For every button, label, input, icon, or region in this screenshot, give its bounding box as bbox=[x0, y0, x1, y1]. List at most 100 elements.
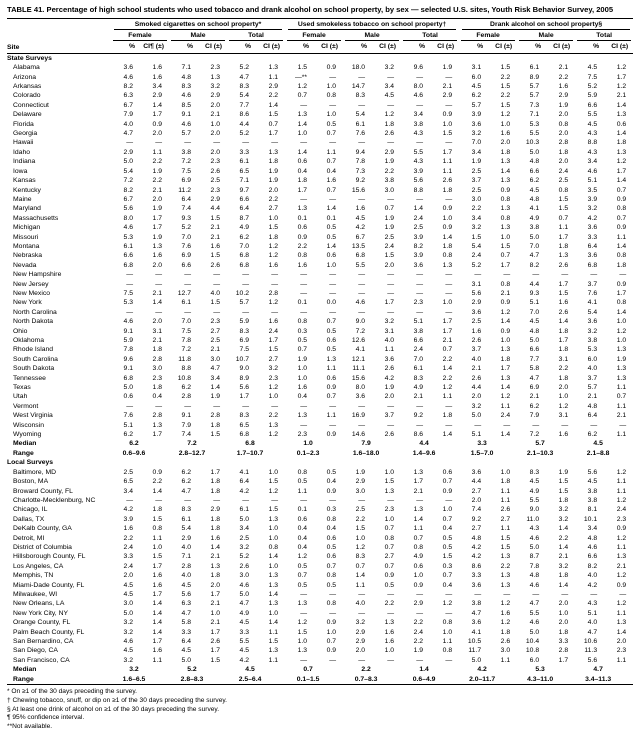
value-cell: 1.7 bbox=[442, 327, 453, 335]
value-cell: 6.9 bbox=[181, 252, 191, 260]
value-cell: 3.4 bbox=[239, 525, 249, 533]
value-cell: 0.8 bbox=[326, 515, 337, 523]
value-cell: 0.5 bbox=[442, 543, 453, 551]
value-cell: 1.6 bbox=[558, 83, 569, 91]
footnotes: * On ≥1 of the 30 days preceding the sur… bbox=[7, 688, 633, 732]
sex-header: Total bbox=[401, 30, 459, 42]
value-cell: 0.6 bbox=[326, 252, 337, 260]
value-cell: 5.2 bbox=[239, 130, 249, 138]
summary-cell: 6.8 bbox=[245, 440, 255, 448]
value-cell: 0.9 bbox=[442, 224, 453, 232]
value-cell: 0.5 bbox=[326, 233, 337, 241]
value-cell: 0.7 bbox=[326, 393, 337, 401]
median-row: Median 3.2 5.2 4.5 0.7 2.2 1.4 4.2 5.3 4.7 bbox=[7, 665, 633, 674]
value-cell: 1.0 bbox=[442, 299, 453, 307]
value-cell: 1.2 bbox=[268, 299, 279, 307]
value-cell: 1.7 bbox=[616, 73, 627, 81]
value-cell: 1.0 bbox=[616, 318, 627, 326]
value-cell: 4.0 bbox=[384, 337, 395, 344]
value-cell: 9.2 bbox=[413, 412, 424, 420]
value-cell: 1.8 bbox=[500, 478, 511, 486]
value-cell: 1.1 bbox=[152, 534, 162, 542]
value-cell: 4.7 bbox=[123, 130, 133, 138]
table-row: Tennessee 6.8 2.3 10.8 3.4 8.9 2.3 1.0 0.6 15.6 4.… bbox=[7, 374, 633, 383]
value-cell: 5.5 bbox=[413, 148, 424, 156]
value-cell: 4.7 bbox=[181, 609, 191, 617]
value-cell: 3.6 bbox=[471, 120, 482, 128]
value-cell: 1.3 bbox=[500, 374, 511, 382]
value-cell: 2.2 bbox=[268, 412, 279, 420]
summary-cell: 3.2 bbox=[129, 666, 139, 674]
value-cell: 1.8 bbox=[558, 572, 569, 580]
value-cell: — bbox=[503, 590, 511, 598]
sex-header: Male bbox=[343, 30, 401, 42]
value-cell: 4.1 bbox=[529, 205, 540, 213]
value-cell: 7.5 bbox=[181, 327, 191, 335]
value-cell: 5.8 bbox=[529, 365, 540, 373]
table-row: Maryland 5.6 1.9 7.4 4.4 6.4 2.7 1.3 1.4 1.6 0.7 1.… bbox=[7, 204, 633, 213]
value-cell: 1.4 bbox=[152, 600, 162, 608]
value-cell: 1.8 bbox=[558, 374, 569, 382]
table-row: San Francisco, CA 3.2 1.1 5.0 1.5 4.2 1.1 — — — — —… bbox=[7, 656, 633, 665]
value-cell: 11.3 bbox=[584, 647, 598, 655]
value-cell: 8.6 bbox=[239, 111, 249, 119]
value-cell: 2.6 bbox=[384, 365, 395, 373]
value-cell: 1.2 bbox=[616, 83, 627, 91]
summary-cell: 2.0–11.7 bbox=[469, 675, 496, 683]
summary-cell: 4.4 bbox=[419, 440, 429, 448]
table-row: North Carolina — — — — — — — — — — — — 3.6 1.2 7.0 2.6 5.… bbox=[7, 308, 633, 317]
value-cell: 1.7 bbox=[442, 318, 453, 326]
table-row: Milwaukee, WI 4.5 1.7 5.6 1.7 5.0 1.4 — — — — — — — — —… bbox=[7, 590, 633, 599]
site-name: Detroit, MI bbox=[13, 534, 45, 542]
value-cell: 2.2 bbox=[297, 242, 308, 250]
value-cell: 0.7 bbox=[413, 534, 424, 542]
table-row: Rhode Island 7.8 1.8 7.2 2.1 7.5 1.5 0.7 0.5 4.1 1… bbox=[7, 345, 633, 354]
value-cell: 0.8 bbox=[297, 252, 308, 260]
value-cell: 1.9 bbox=[152, 233, 162, 241]
value-cell: 2.5 bbox=[123, 468, 133, 476]
value-cell: 4.2 bbox=[587, 214, 598, 222]
value-cell: 5.0 bbox=[239, 515, 249, 523]
value-cell: 5.7 bbox=[239, 299, 249, 307]
value-cell: 3.0 bbox=[471, 195, 482, 203]
value-cell: 8.3 bbox=[239, 327, 249, 335]
value-cell: — bbox=[387, 308, 395, 316]
value-cell: 0.7 bbox=[297, 572, 308, 580]
site-name: New York bbox=[13, 299, 42, 307]
value-cell: — bbox=[358, 195, 366, 203]
value-cell: 2.9 bbox=[355, 478, 366, 486]
value-cell: 5.3 bbox=[587, 346, 598, 354]
site-name: Miami-Dade County, FL bbox=[13, 581, 85, 589]
value-cell: 5.9 bbox=[587, 92, 598, 100]
value-cell: 1.2 bbox=[616, 572, 627, 580]
value-cell: 3.0 bbox=[355, 487, 366, 495]
value-cell: 3.4 bbox=[210, 374, 220, 382]
value-cell: 1.1 bbox=[616, 233, 627, 241]
value-cell: 1.0 bbox=[384, 515, 395, 523]
value-cell: 15.6 bbox=[351, 374, 366, 382]
value-cell: 2.8 bbox=[181, 562, 191, 570]
table-row: Michigan 4.6 1.7 5.2 2.1 4.9 1.5 0.6 0.5 4.2 1.9 2.… bbox=[7, 223, 633, 232]
value-cell: 6.6 bbox=[587, 101, 598, 109]
value-cell: 4.2 bbox=[355, 224, 366, 232]
value-cell: 2.2 bbox=[558, 534, 569, 542]
value-cell: 2.0 bbox=[558, 384, 569, 392]
value-cell: 2.1 bbox=[210, 346, 220, 354]
table-row: Texas 5.0 1.8 6.2 1.4 5.6 1.2 1.6 0.9 8.0 1.9 4.9 1.… bbox=[7, 383, 633, 392]
value-cell: 8.3 bbox=[181, 506, 191, 514]
value-cell: 0.9 bbox=[442, 205, 453, 213]
table-row: New Hampshire — — — — — — — — — — — — — — — — — — bbox=[7, 270, 633, 279]
value-cell: 1.3 bbox=[500, 572, 511, 580]
value-cell: 2.7 bbox=[268, 355, 279, 363]
value-cell: 0.8 bbox=[297, 468, 308, 476]
value-cell: 2.5 bbox=[239, 534, 249, 542]
value-cell: 11.0 bbox=[526, 515, 540, 523]
value-cell: 1.0 bbox=[355, 534, 366, 542]
value-cell: 1.5 bbox=[500, 534, 511, 542]
value-cell: 1.8 bbox=[384, 120, 395, 128]
value-cell: — bbox=[445, 271, 453, 279]
value-cell: 6.5 bbox=[239, 421, 249, 429]
value-cell: — bbox=[126, 402, 133, 410]
value-cell: 0.7 bbox=[442, 478, 453, 486]
